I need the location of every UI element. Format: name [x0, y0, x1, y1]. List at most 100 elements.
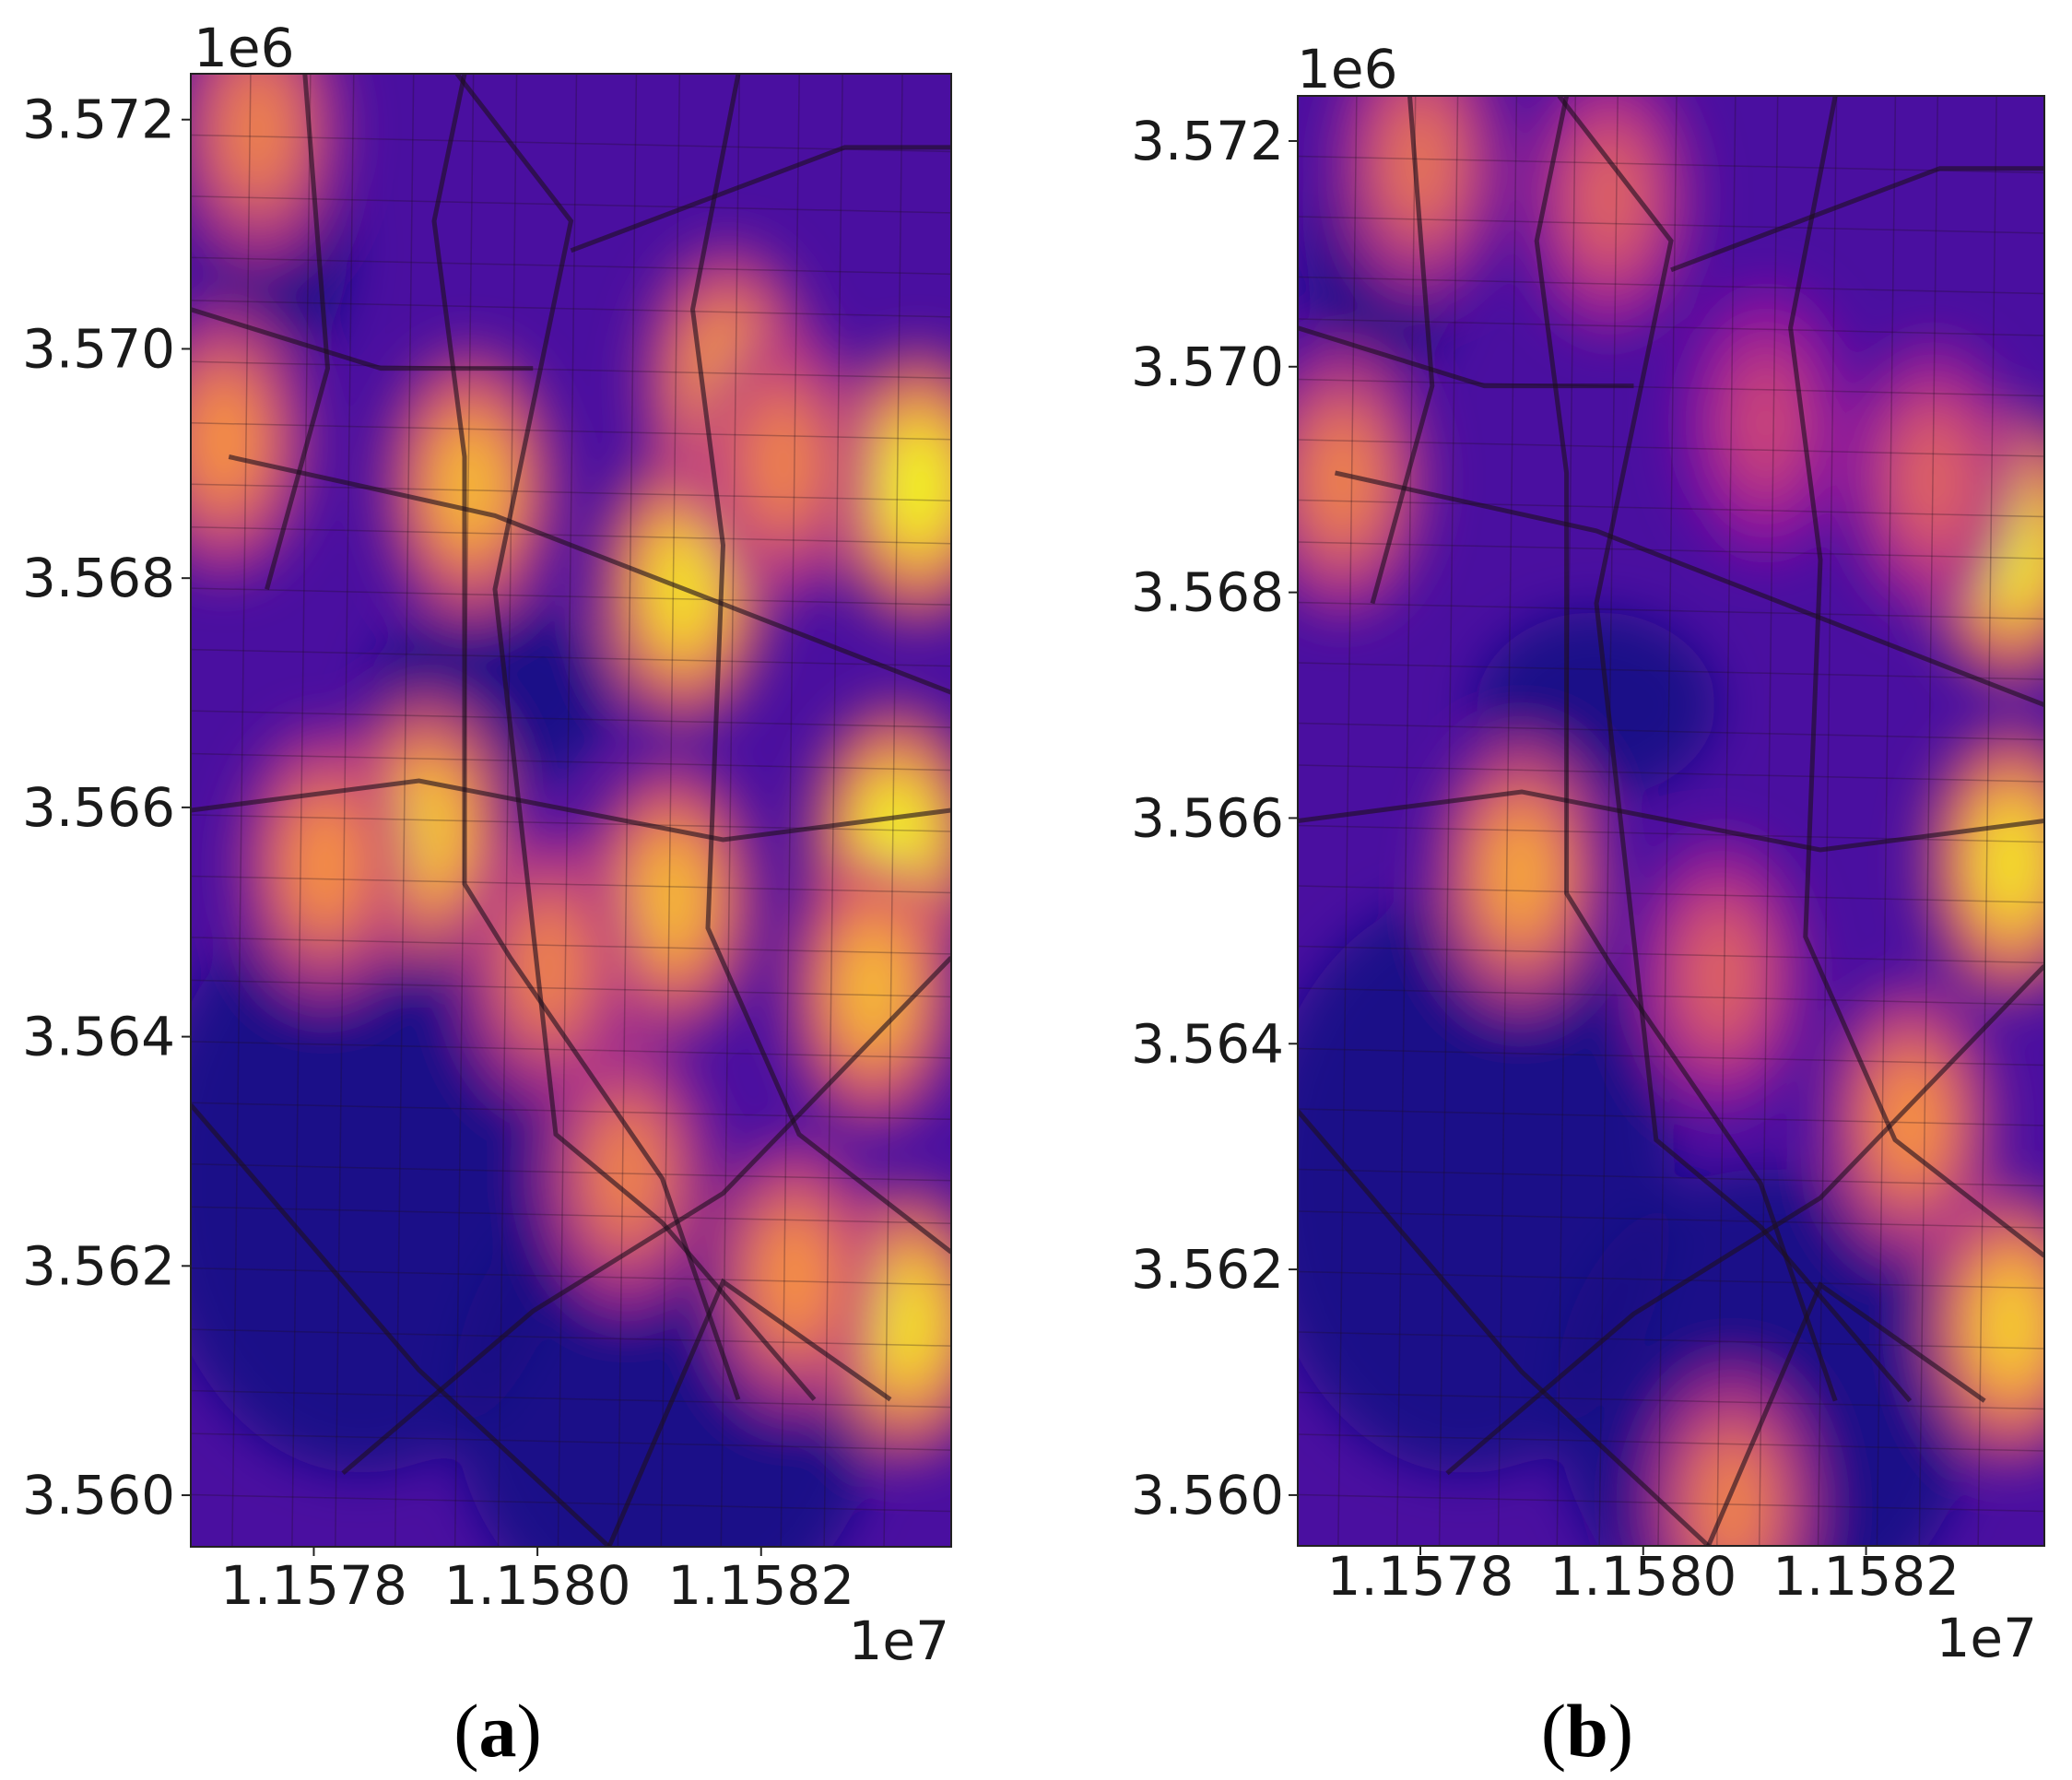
road-b-5	[1788, 96, 2044, 1258]
y-tick-label-b-0: 3.572	[1131, 110, 1284, 172]
panel-label-b: (b)	[1541, 1689, 1633, 1773]
street-a-h21	[191, 1267, 951, 1286]
street-b-h19	[1298, 1168, 2044, 1187]
street-b-h7	[1298, 499, 2044, 518]
y-tick-label-b-6: 3.560	[1131, 1464, 1284, 1527]
hotspot-b-11	[1644, 1368, 1820, 1546]
street-b-h20	[1298, 1210, 2044, 1229]
street-a-v8	[617, 74, 638, 1547]
street-b-v5	[1556, 96, 1577, 1546]
y-offset-label-b: 1e6	[1297, 38, 1398, 100]
street-a-v4	[394, 74, 415, 1547]
road-b-1	[1334, 470, 2044, 708]
street-a-h2	[191, 195, 951, 214]
street-b-h3	[1298, 276, 2044, 295]
x-tick-label-a-1: 1.1580	[444, 1554, 631, 1617]
hotspot-a-11	[237, 726, 413, 1004]
street-a-h13	[191, 814, 951, 832]
street-b-v13	[1977, 96, 1997, 1546]
road-a-2	[191, 778, 951, 843]
hotspot-a-8	[785, 852, 951, 1129]
street-a-h4	[191, 300, 951, 318]
y-tick-label-b-2: 3.568	[1131, 561, 1284, 624]
street-b-v1	[1337, 96, 1358, 1546]
hotspot-b-5	[1333, 96, 1508, 302]
street-b-h10	[1298, 662, 2044, 680]
street-a-h1	[191, 134, 951, 153]
y-tick-label-b-4: 3.564	[1131, 1012, 1284, 1075]
street-b-v12	[1918, 96, 1939, 1546]
heatmap-a	[191, 74, 951, 1547]
hotspot-b-1	[1923, 725, 2044, 1002]
road-a-5	[689, 74, 951, 1255]
street-a-h15	[191, 937, 951, 955]
y-tick-label-a-4: 3.564	[22, 1006, 175, 1068]
street-a-v13	[883, 74, 903, 1547]
y-tick-label-a-2: 3.568	[22, 547, 175, 609]
street-a-h25	[191, 1493, 951, 1513]
street-b-h24	[1298, 1433, 2044, 1452]
street-a-v7	[557, 74, 578, 1547]
x-tick-label-b-1: 1.1580	[1549, 1545, 1736, 1608]
street-b-h23	[1298, 1391, 2044, 1410]
street-a-h22	[191, 1328, 951, 1347]
x-tick-label-b-0: 1.1578	[1327, 1545, 1514, 1608]
street-a-v2	[291, 74, 312, 1547]
road-a-6	[570, 145, 951, 253]
road-b-10	[1445, 964, 2044, 1476]
road-b-3	[1298, 1109, 1711, 1546]
panel-b: 3.572 3.570 3.568 3.566 3.564 3.562 3.560 1.15…	[1131, 38, 2045, 1773]
panel-label-a: (a)	[453, 1689, 542, 1773]
road-b-0	[1534, 96, 1838, 1402]
road-a-4	[454, 74, 817, 1401]
y-axis-a: 3.572 3.570 3.568 3.566 3.564 3.562 3.560	[22, 88, 191, 1527]
street-a-h24	[191, 1432, 951, 1451]
plot-frame-b	[1297, 95, 2045, 1547]
street-map-a	[191, 74, 951, 1547]
street-b-h17	[1298, 1047, 2044, 1067]
street-b-h22	[1298, 1331, 2044, 1350]
street-b-h9	[1298, 601, 2044, 620]
x-offset-label-b: 1e7	[1937, 1607, 2038, 1669]
street-b-v8	[1716, 96, 1736, 1546]
street-a-h3	[191, 256, 951, 276]
street-a-h7	[191, 483, 951, 501]
street-a-h6	[191, 422, 951, 441]
street-b-v3	[1438, 96, 1459, 1546]
street-a-v9	[660, 74, 681, 1547]
hotspot-b-6	[1522, 96, 1698, 336]
street-b-h8	[1298, 541, 2044, 560]
road-a-1	[228, 454, 951, 695]
street-a-h19	[191, 1163, 951, 1182]
y-tick-label-a-0: 3.572	[22, 88, 175, 151]
street-a-h10	[191, 648, 951, 667]
heatmap-a-hotspots	[191, 74, 951, 1547]
street-a-v1	[231, 74, 252, 1547]
street-b-v6	[1598, 96, 1619, 1546]
y-tick-label-b-1: 3.570	[1131, 336, 1284, 398]
street-a-v11	[780, 74, 800, 1547]
street-a-h23	[191, 1389, 951, 1409]
street-b-v7	[1657, 96, 1678, 1546]
road-a-10	[341, 956, 951, 1476]
y-tick-label-b-3: 3.566	[1131, 786, 1284, 849]
street-a-h14	[191, 875, 951, 894]
street-b-h1	[1298, 155, 2044, 174]
street-b-h18	[1298, 1108, 2044, 1126]
hotspot-a-5	[383, 348, 559, 625]
hotspot-a-12	[539, 1035, 715, 1313]
street-b-h11	[1298, 722, 2044, 741]
street-a-h9	[191, 587, 951, 606]
road-a-8	[265, 74, 331, 590]
street-a-h17	[191, 1041, 951, 1059]
street-b-v4	[1497, 96, 1518, 1546]
y-tick-label-a-5: 3.562	[22, 1234, 175, 1297]
heatmap-b	[1298, 96, 2044, 1546]
street-a-h12	[191, 752, 951, 772]
x-tick-label-b-2: 1.1582	[1772, 1545, 1960, 1608]
road-a-3	[191, 1102, 611, 1547]
street-b-h12	[1298, 764, 2044, 783]
street-b-v2	[1395, 96, 1417, 1546]
road-b-2	[1298, 789, 2044, 853]
